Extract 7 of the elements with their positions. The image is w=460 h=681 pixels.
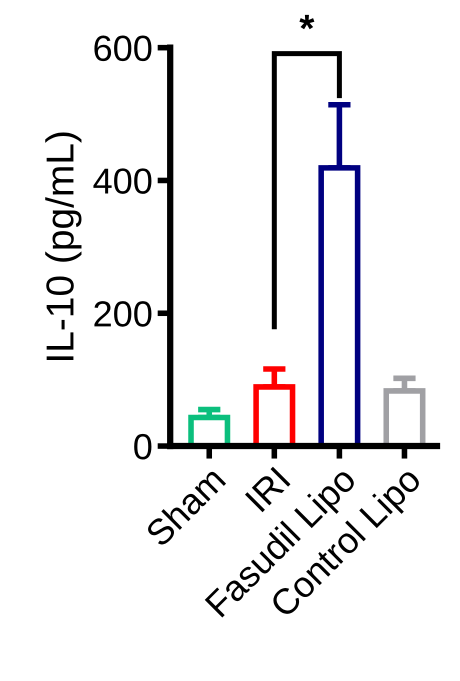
y-axis-title: IL-10 (pg/mL) [45, 132, 82, 360]
x-tick-label: IRI [244, 466, 290, 512]
y-tick-label: 400 [93, 168, 152, 194]
y-tick-label: 600 [94, 36, 152, 62]
y-tick-label: 0 [134, 434, 152, 460]
text: * [299, 14, 314, 30]
y-tick-label: 200 [94, 301, 152, 327]
